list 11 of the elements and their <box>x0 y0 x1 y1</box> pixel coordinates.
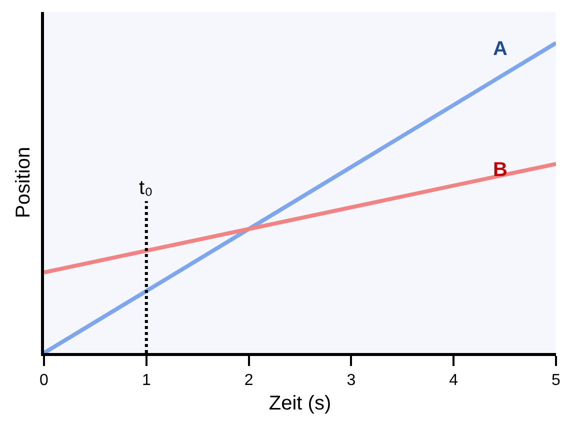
x-axis-title: Zeit (s) <box>268 392 332 415</box>
x-tick-label: 1 <box>142 372 151 390</box>
x-tick-label: 5 <box>552 372 561 390</box>
x-tick-label: 2 <box>244 372 254 390</box>
series-label: A <box>493 38 508 60</box>
y-axis-title: Position <box>12 146 34 218</box>
x-tick-label: 4 <box>449 372 458 390</box>
x-tick-label: 3 <box>346 372 356 390</box>
series-label: B <box>493 159 508 181</box>
x-tick-label: 0 <box>40 372 49 390</box>
ref-line-label: t₀ <box>139 177 153 199</box>
